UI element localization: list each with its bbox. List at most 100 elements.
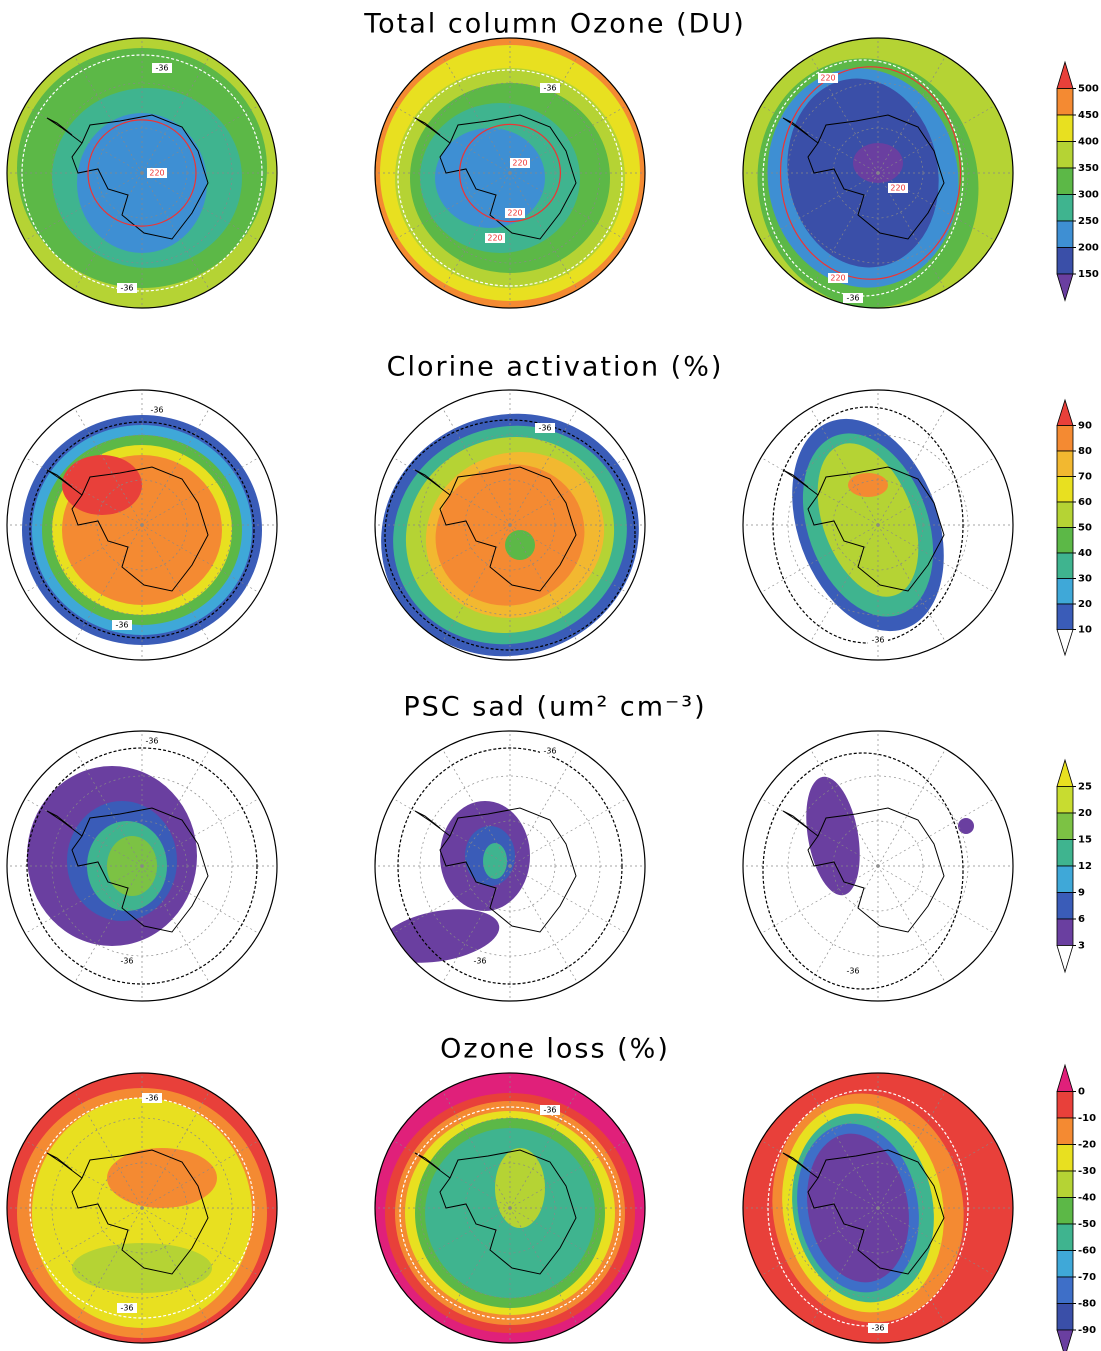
colorbar-tick-label: -60: [1078, 1246, 1096, 1257]
colorbar-top-triangle: [1056, 60, 1074, 89]
peninsula-coast: [46, 117, 83, 144]
contour-line: [397, 69, 623, 287]
contour-label: -36: [120, 957, 133, 966]
antarctica-coast: [439, 1149, 577, 1275]
colorbar-tick-label: -30: [1078, 1166, 1096, 1177]
colorbar-tick-label: -70: [1078, 1272, 1096, 1283]
map-outline: [374, 389, 646, 661]
contour-label-box: [505, 208, 525, 218]
colorbar-segment: [1056, 865, 1074, 893]
colorbar-segment: [1056, 1250, 1074, 1278]
colorbar-tick-label: 50: [1078, 523, 1092, 534]
map-outline: [742, 389, 1014, 661]
colorbar-tick-label: 150: [1078, 269, 1099, 280]
shaded-region: [435, 128, 545, 228]
colorbar-tick-label: 80: [1078, 446, 1092, 457]
colorbar-tick-label: 500: [1078, 84, 1099, 95]
contour-label: -36: [150, 406, 163, 415]
contour-label-box: [540, 746, 560, 756]
map-outline: [374, 1072, 646, 1344]
contour-label-box: [142, 736, 162, 746]
colorbar-bottom-triangle: [1056, 629, 1074, 657]
colorbar-segment: [1056, 1091, 1074, 1119]
colorbar-tick-label: 20: [1078, 599, 1092, 610]
contour-label: -36: [543, 1106, 556, 1115]
colorbar-tick-label: 350: [1078, 163, 1099, 174]
contour-label: -36: [871, 1324, 884, 1333]
contour-label-box: [112, 620, 132, 630]
row-title: PSC sad (um² cm⁻³): [403, 692, 706, 723]
colorbar-tick-label: 12: [1078, 861, 1092, 872]
colorbar: 0 -10 -20 -30 -40 -50 -60 -70 -80 -90: [1056, 1063, 1096, 1351]
shaded-region: [495, 1148, 545, 1228]
polar-map: [743, 390, 1013, 660]
colorbar-tick-label: -10: [1078, 1113, 1096, 1124]
map-outline: [374, 37, 646, 309]
row-title: Clorine activation (%): [387, 352, 724, 383]
colorbar-segment: [1056, 1144, 1074, 1172]
contour-line: [384, 419, 636, 651]
polar-map: [743, 1073, 1013, 1343]
colorbar-segment: [1056, 220, 1074, 248]
peninsula-coast: [414, 810, 451, 837]
contour-label-box: [540, 1105, 560, 1115]
colorbar-bottom-triangle: [1056, 945, 1074, 974]
map-outline: [374, 730, 646, 1002]
polar-map: [375, 731, 645, 1001]
peninsula-coast: [414, 1152, 451, 1179]
peninsula-coast: [46, 810, 83, 837]
contour-label-box: [868, 635, 888, 645]
contour-label: -36: [846, 967, 859, 976]
contour-label-box: [147, 405, 167, 415]
contour-label: 220: [820, 74, 835, 83]
colorbar: 90 80 70 60 50 40 30 20 10: [1056, 398, 1092, 657]
antarctica-coast: [71, 466, 209, 592]
colorbar-top-triangle: [1056, 758, 1074, 787]
colorbar-tick-label: 200: [1078, 243, 1099, 254]
contour-label: -36: [155, 64, 168, 73]
colorbar-tick-label: 9: [1078, 888, 1085, 899]
contour-label-box: [540, 83, 560, 93]
contour-label: 220: [512, 159, 527, 168]
contour-label-box: [868, 1323, 888, 1333]
colorbar-segment: [1056, 786, 1074, 814]
row-title: Total column Ozone (DU): [363, 9, 745, 40]
contour-label-box: [888, 183, 908, 193]
contour-220: [87, 119, 197, 227]
colorbar-tick-label: 10: [1078, 625, 1092, 636]
peninsula-coast: [46, 469, 83, 496]
contour-label: -36: [543, 747, 556, 756]
antarctica-coast: [71, 114, 209, 240]
shaded-region: [483, 843, 507, 879]
antarctica-coast: [807, 114, 945, 240]
contour-label-box: [818, 73, 838, 83]
colorbar-segment: [1056, 552, 1074, 579]
contour-label-box: [117, 283, 137, 293]
colorbar-tick-label: 25: [1078, 782, 1092, 793]
peninsula-coast: [414, 469, 451, 496]
peninsula-coast: [782, 1152, 819, 1179]
polar-map: [743, 731, 1013, 1001]
colorbar-segment: [1056, 812, 1074, 840]
colorbar-segment: [1056, 578, 1074, 605]
contour-220: [779, 66, 962, 280]
colorbar-segment: [1056, 1170, 1074, 1198]
colorbar-segment: [1056, 603, 1074, 630]
colorbar-segment: [1056, 476, 1074, 503]
peninsula-coast: [782, 117, 819, 144]
colorbar-tick-label: 30: [1078, 574, 1092, 585]
colorbar-segment: [1056, 918, 1074, 946]
colorbar-segment: [1056, 425, 1074, 452]
colorbar-bottom-triangle: [1056, 1329, 1074, 1351]
colorbar-tick-label: 400: [1078, 137, 1099, 148]
map-outline: [742, 730, 1014, 1002]
polar-map: [7, 1073, 277, 1343]
contour-label-box: [485, 233, 505, 243]
colorbar-segment: [1056, 167, 1074, 195]
contour-label-box: [470, 956, 490, 966]
colorbar-tick-label: -80: [1078, 1299, 1096, 1310]
peninsula-coast: [782, 810, 819, 837]
antarctica-coast: [807, 807, 945, 933]
colorbar-tick-label: 300: [1078, 190, 1099, 201]
